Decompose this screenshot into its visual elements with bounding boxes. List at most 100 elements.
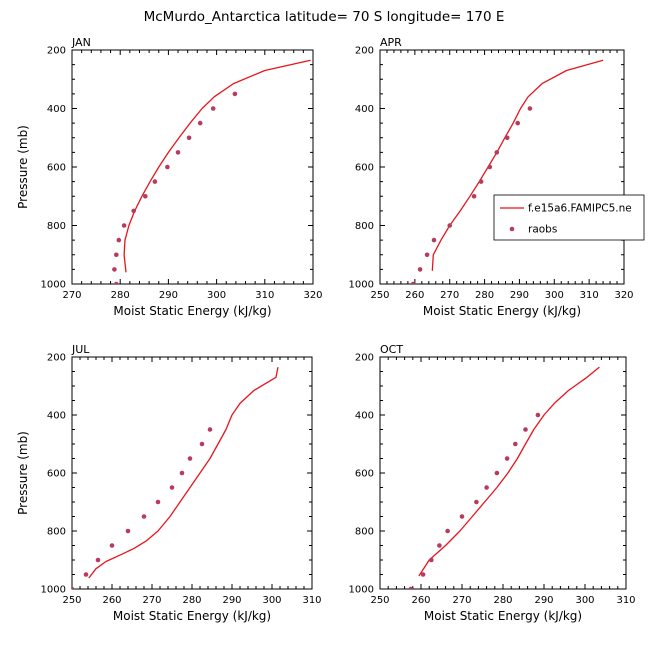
obs-point	[112, 267, 117, 272]
y-tick-label: 600	[47, 469, 66, 480]
obs-point	[478, 179, 484, 184]
figure-title: McMurdo_Antarctica latitude= 70 S longit…	[144, 9, 505, 25]
obs-point	[152, 179, 158, 184]
obs-point	[535, 412, 541, 418]
y-tick-label: 600	[47, 163, 66, 174]
x-axis-label: Moist Static Energy (kJ/kg)	[423, 304, 581, 318]
obs-point	[494, 150, 500, 155]
x-tick-label: 310	[255, 290, 274, 301]
x-tick-label: 300	[207, 290, 226, 301]
x-tick-label: 280	[475, 290, 494, 301]
y-tick-label: 1000	[349, 585, 374, 596]
x-tick-label: 270	[142, 595, 161, 606]
obs-point	[447, 223, 453, 228]
plot-frame	[71, 49, 314, 285]
panels: 270 280 290 300 310 320 200 400 600 800 1000 JAN Moi…	[16, 36, 636, 623]
obs-point	[83, 572, 89, 577]
x-tick-label: 320	[303, 290, 322, 301]
y-tick-label: 800	[47, 221, 66, 232]
obs-point	[232, 91, 238, 97]
obs-point	[72, 586, 75, 589]
panel-title: OCT	[380, 343, 403, 356]
obs-point	[429, 557, 434, 563]
obs-point	[515, 120, 520, 126]
x-tick-label: 310	[616, 595, 635, 606]
obs-point	[187, 456, 193, 461]
plot-frame	[379, 356, 627, 590]
x-tick-label: 310	[580, 290, 599, 301]
obs-point	[116, 237, 122, 243]
model-line	[431, 59, 604, 271]
plot-area	[112, 59, 311, 284]
obs-point	[445, 528, 450, 534]
legend-obs-label: raobs	[528, 224, 557, 236]
x-tick-label: 260	[102, 595, 121, 606]
panel-jan: 270 280 290 300 310 320 200 400 600 800 1000 JAN Moi…	[16, 36, 323, 318]
obs-point	[114, 252, 119, 258]
y-tick-label: 400	[355, 104, 374, 115]
x-tick-label: 270	[62, 290, 81, 301]
plot-frame	[379, 49, 625, 285]
y-tick-label: 800	[355, 221, 374, 232]
obs-point	[121, 223, 127, 228]
y-tick-label: 200	[355, 353, 374, 364]
obs-point	[424, 252, 430, 258]
obs-point	[504, 456, 510, 461]
y-tick-label: 800	[355, 527, 374, 538]
y-tick-label: 1000	[41, 280, 66, 291]
obs-point	[504, 135, 510, 141]
obs-point	[141, 514, 147, 519]
x-axis-label: Moist Static Energy (kJ/kg)	[424, 609, 582, 623]
model-line	[418, 366, 600, 577]
obs-point	[155, 499, 161, 505]
obs-point	[114, 281, 119, 284]
y-tick-label: 200	[355, 46, 374, 57]
obs-point	[459, 514, 465, 519]
obs-point	[95, 557, 101, 563]
model-line	[123, 59, 311, 273]
obs-point	[131, 208, 136, 214]
obs-point	[474, 499, 479, 505]
x-tick-label: 260	[411, 595, 430, 606]
obs-point	[199, 441, 205, 447]
x-tick-label: 320	[614, 290, 633, 301]
y-tick-label: 1000	[41, 585, 66, 596]
obs-point	[125, 528, 131, 534]
obs-point	[109, 543, 115, 548]
panel-jul: 250 260 270 280 290 300 310 200 400 600 800 1000 JUL…	[16, 343, 322, 623]
obs-point	[165, 164, 170, 170]
obs-point	[210, 106, 216, 111]
obs-point	[197, 120, 203, 126]
x-tick-label: 300	[575, 595, 594, 606]
obs-point	[484, 485, 489, 490]
obs-point	[417, 267, 423, 272]
panel-title: APR	[380, 36, 402, 49]
x-tick-label: 290	[222, 595, 241, 606]
y-tick-label: 200	[47, 46, 66, 57]
y-tick-label: 200	[47, 353, 66, 364]
obs-point	[494, 470, 500, 476]
panel-title: JAN	[71, 36, 91, 49]
x-tick-label: 250	[370, 290, 389, 301]
obs-point	[408, 586, 414, 589]
y-tick-label: 400	[47, 104, 66, 115]
obs-point	[179, 470, 185, 476]
x-tick-label: 300	[545, 290, 564, 301]
obs-point	[527, 106, 533, 111]
panel-title: JUL	[71, 343, 90, 356]
obs-point	[437, 543, 442, 548]
x-tick-label: 290	[510, 290, 529, 301]
y-axis-label: Pressure (mb)	[16, 431, 30, 515]
obs-point	[431, 237, 437, 243]
plot-area	[410, 59, 604, 284]
legend-model-label: f.e15a6.FAMIPC5.ne	[528, 203, 632, 215]
y-tick-label: 400	[47, 411, 66, 422]
obs-point	[186, 135, 192, 141]
y-tick-label: 1000	[349, 280, 374, 291]
obs-point	[410, 281, 416, 284]
x-axis-label: Moist Static Energy (kJ/kg)	[113, 304, 271, 318]
y-axis-label: Pressure (mb)	[16, 125, 30, 209]
panel-apr: 250 260 270 280 290 300 310 320 200 400 600 800 1000…	[349, 36, 634, 318]
obs-point	[175, 150, 181, 155]
